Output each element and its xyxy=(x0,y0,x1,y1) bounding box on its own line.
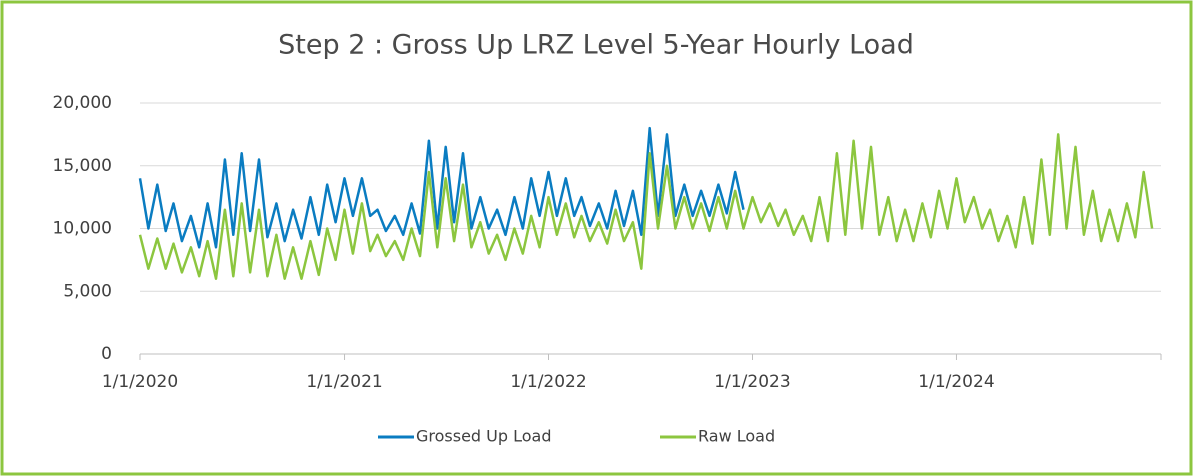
x-tick-label: 1/1/2021 xyxy=(306,372,382,392)
y-tick-label: 5,000 xyxy=(63,281,112,301)
x-tick-label: 1/1/2023 xyxy=(714,372,790,392)
chart-title: Step 2 : Gross Up LRZ Level 5-Year Hourl… xyxy=(278,30,914,61)
x-tick-label: 1/1/2024 xyxy=(918,372,994,392)
series-line xyxy=(138,133,1154,280)
y-tick-label: 20,000 xyxy=(53,93,112,113)
y-tick-label: 0 xyxy=(101,344,112,364)
legend-label: Raw Load xyxy=(698,427,775,446)
series-line xyxy=(138,126,745,249)
y-tick-label: 10,000 xyxy=(53,219,112,239)
y-tick-label: 15,000 xyxy=(53,156,112,176)
x-tick-label: 1/1/2022 xyxy=(510,372,586,392)
x-tick-label: 1/1/2020 xyxy=(102,372,178,392)
legend-label: Grossed Up Load xyxy=(416,427,552,446)
